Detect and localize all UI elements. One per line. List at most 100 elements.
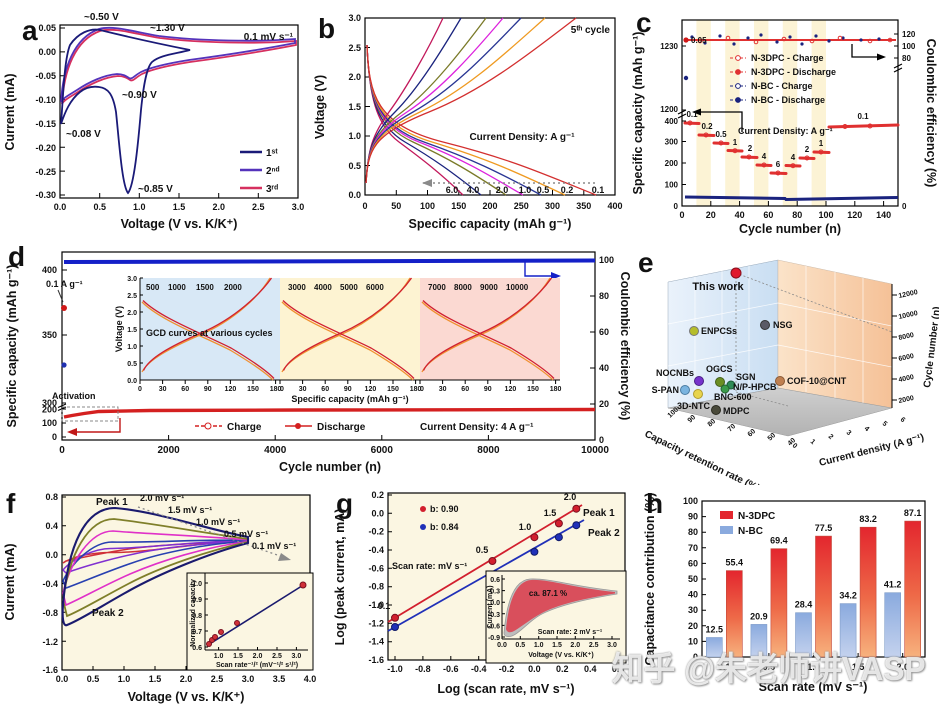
tick-label: 0.4 [584, 664, 597, 674]
rate-label: 0.1 [686, 110, 698, 119]
tick-label: 200 [665, 159, 679, 168]
tick-label: 0.0 [497, 642, 507, 649]
point-label: S-PAN [652, 385, 679, 395]
tick-label: 12000 [898, 289, 919, 300]
tick-label: 2.0 [348, 72, 361, 82]
tick-label: -1.2 [368, 618, 384, 628]
gcd-charge-curves [365, 17, 577, 184]
tick-label: 100 [42, 418, 57, 428]
arrowhead-icon [692, 108, 701, 116]
y-axis-title: Log (peak current, mA) [333, 509, 347, 646]
tick-label: 100 [665, 181, 679, 190]
peak-annotation: ~1.30 V [150, 23, 185, 34]
cycle-label: 9000 [480, 283, 498, 292]
value-label: 20.9 [750, 611, 768, 621]
tick-label: 3.0 [292, 202, 305, 212]
tick-label: 90 [204, 386, 212, 393]
inset-y-tick-labels: 0.6 0.3 0.0 -0.3 -0.6 -0.9 [488, 577, 500, 642]
y-tick-labels: 0.8 0.4 0.0 -0.4 -0.8 -1.2 -1.6 [42, 492, 58, 675]
tick-label: 100 [420, 201, 435, 211]
inset-title: GCD curves at various cycles [146, 328, 273, 338]
tick-label: 0.6 [490, 577, 500, 584]
panel-h-label: h [646, 488, 663, 519]
cycle-label: 4000 [314, 283, 332, 292]
tick-label: -0.6 [443, 664, 459, 674]
y-axis-title: Current (mA) [3, 543, 17, 620]
panel-g: g 0.1 0.5 1.0 1.5 2.0 Peak 1 Peak 2 b: 0… [330, 485, 640, 711]
arrowhead-icon [278, 553, 291, 561]
tick-label: 1 [809, 438, 817, 446]
tick-label: 1.0 [192, 581, 202, 588]
tick-label: -0.05 [35, 71, 56, 81]
tick-label: 90 [484, 386, 492, 393]
panel-a-label: a [22, 15, 38, 46]
tick-label: 2.5 [272, 653, 282, 660]
rate-label: 6.0 [446, 185, 459, 195]
first-cycle-point [683, 37, 689, 43]
tick-label: 120 [225, 386, 237, 393]
tick-label: 1230 [660, 42, 678, 51]
cv-capacitive-area [506, 579, 615, 633]
point-label: 2.0 [564, 492, 577, 502]
y-axis-title: Capacitance contribution (%) [643, 493, 657, 666]
current-density-label: Current Density: A g⁻¹ [469, 132, 575, 143]
arrowhead-icon [422, 179, 432, 187]
efficiency-axis-arrow [524, 262, 556, 277]
site-watermark: 知乎 @朱老师讲VASP [612, 650, 926, 687]
tick-label: -0.3 [488, 612, 500, 619]
coulombic-efficiency-data [686, 33, 896, 46]
plot-frame [681, 19, 899, 207]
point-label: NSG [773, 320, 793, 330]
inset-points [206, 581, 307, 647]
legend-item: N-BC - Discharge [751, 95, 825, 105]
cycle-label: 10000 [506, 283, 529, 292]
tick-label: -0.20 [35, 143, 56, 153]
rate-label: 4 [762, 152, 767, 161]
tick-label: 200 [42, 405, 57, 415]
y-tick-labels: 0.05 0.00 -0.05 -0.10 -0.15 -0.20 -0.25 … [35, 23, 56, 200]
data-point [693, 389, 703, 399]
point-label: 1.5 [544, 508, 557, 518]
point-label: 3D-NTC [677, 401, 710, 411]
tick-label: -0.9 [488, 635, 500, 642]
point-label: SGN [736, 372, 756, 382]
point-value-labels: 0.1 0.5 1.0 1.5 2.0 [378, 492, 577, 611]
rate-label: 1.5 mV s⁻¹ [168, 505, 212, 515]
tick-label: 3.5 [273, 674, 286, 684]
tick-label: 3.0 [607, 642, 617, 649]
y-axis-title: Specific capacity (mAh g⁻¹) [631, 32, 645, 195]
tick-label: 100 [902, 42, 916, 51]
tick-label: 0.5 [87, 674, 100, 684]
peak2-label: Peak 2 [588, 528, 620, 539]
current-density-label: Current Density: A g⁻¹ [738, 126, 833, 136]
tick-label: 200 [482, 201, 497, 211]
point-label: COF-10@CNT [787, 376, 847, 386]
rate-label: 4 [791, 153, 796, 162]
tick-label: 2.0 [180, 674, 193, 684]
tick-label: 0.0 [127, 378, 137, 385]
tick-label: 2.5 [348, 43, 361, 53]
highlight-bands [696, 20, 826, 206]
tick-label: 80 [792, 210, 802, 220]
value-label: 69.4 [770, 536, 788, 546]
z-axis [891, 284, 897, 408]
tick-label: 70 [688, 543, 698, 553]
tick-label: 0 [674, 202, 679, 211]
value-label: 12.5 [706, 625, 724, 635]
tick-label: 0 [599, 435, 604, 445]
tick-label: 300 [665, 138, 679, 147]
rate-label: 2.0 [496, 185, 509, 195]
data-point [715, 377, 725, 387]
inset-y-axis-title: Voltage (V) [114, 306, 124, 352]
rate-label: 6 [776, 160, 781, 169]
scan-rate-labels: 2.0 mV s⁻¹ 1.5 mV s⁻¹ 1.0 mV s⁻¹ 0.5 mV … [140, 493, 296, 551]
tick-label: 0.0 [45, 550, 58, 560]
tick-label: 0.8 [192, 613, 202, 620]
point-label: MDPC [723, 406, 750, 416]
current-density-label: Current Density: 4 A g⁻¹ [420, 422, 534, 433]
x-axis-title: Log (scan rate, mV s⁻¹) [437, 682, 574, 696]
x-axis-title: Voltage (V vs. K/K⁺) [128, 690, 245, 704]
panel-f: f Peak 1 Peak 2 2.0 mV s⁻¹ 1.5 mV s⁻¹ 1.… [0, 485, 330, 711]
tick-label: 1.5 [149, 674, 162, 684]
peak-annotation: ~0.85 V [138, 184, 173, 195]
